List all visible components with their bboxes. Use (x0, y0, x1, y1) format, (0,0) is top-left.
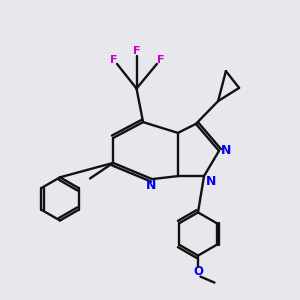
Text: F: F (133, 46, 140, 56)
Text: N: N (146, 179, 157, 192)
Text: F: F (110, 55, 117, 65)
Text: N: N (220, 144, 231, 158)
Text: O: O (193, 265, 203, 278)
Text: F: F (157, 55, 164, 65)
Text: N: N (206, 175, 216, 188)
